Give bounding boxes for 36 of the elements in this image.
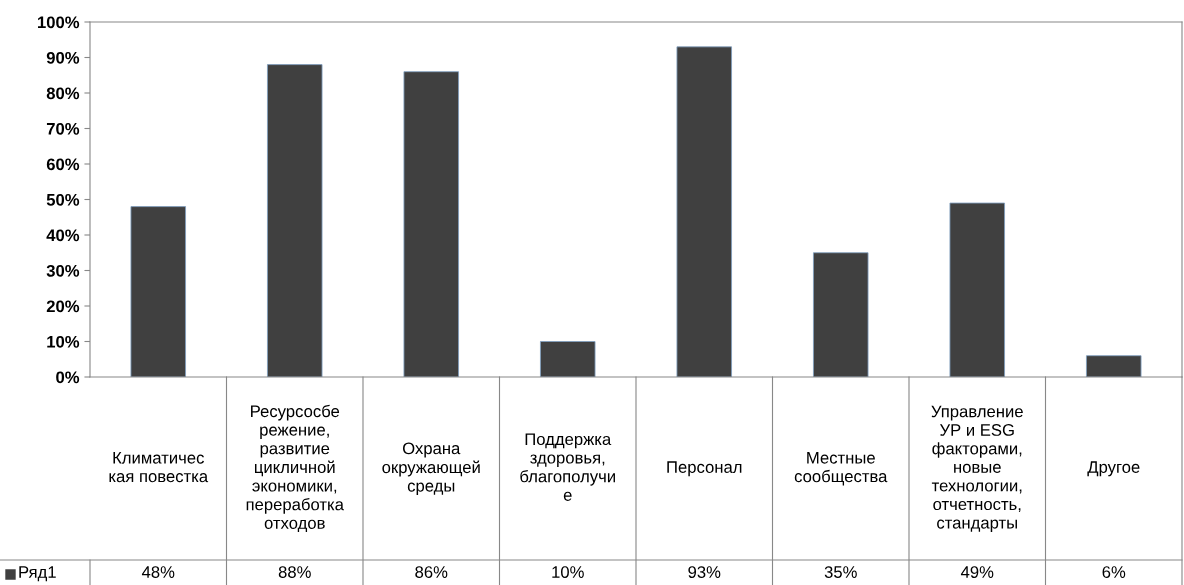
y-tick-label: 60% [46,158,80,171]
x-tick-label: Охрана окружающей среды [382,442,480,496]
data-label: 88% [278,566,311,578]
x-tick-label: Поддержка здоровья, благополучи е [520,433,615,501]
data-label: 6% [1102,566,1126,578]
y-tick-label: 80% [46,87,80,100]
y-tick-label: 100% [38,16,80,29]
data-label: 93% [688,566,721,578]
bar [676,46,732,377]
bar [267,64,323,377]
y-tick-label: 90% [46,51,80,64]
data-label: 35% [824,566,857,578]
x-tick-label: Ресурсосбе режение, развитие цикличной экономики, переработка отходов [246,404,344,533]
x-tick-label: Другое [1087,461,1140,477]
x-tick-label: Персонал [667,461,742,477]
data-label: 48% [141,566,175,578]
x-tick-label: Управление УР и ESG факторами, новые технологии, отчетность, стандарты [931,405,1023,532]
bar [540,341,596,377]
x-tick-label: Климатичес кая повестка [109,452,209,483]
bar [813,252,869,377]
bar [130,206,186,377]
legend-label: Ряд1 [19,566,56,582]
y-tick-label: 70% [46,122,80,135]
bar [949,202,1005,377]
y-tick-label: 20% [46,300,80,313]
data-label: 10% [552,566,584,578]
y-tick-label: 10% [47,335,80,348]
x-tick-label: Местные сообщества [794,452,888,486]
y-tick-label: 30% [46,264,80,277]
y-tick-label: 50% [46,193,80,206]
y-tick-label: 0% [56,371,80,384]
y-tick-label: 40% [46,229,80,242]
bar [403,71,459,377]
data-label: 86% [415,566,448,578]
bar [1086,355,1142,377]
data-label: 49% [960,566,994,578]
